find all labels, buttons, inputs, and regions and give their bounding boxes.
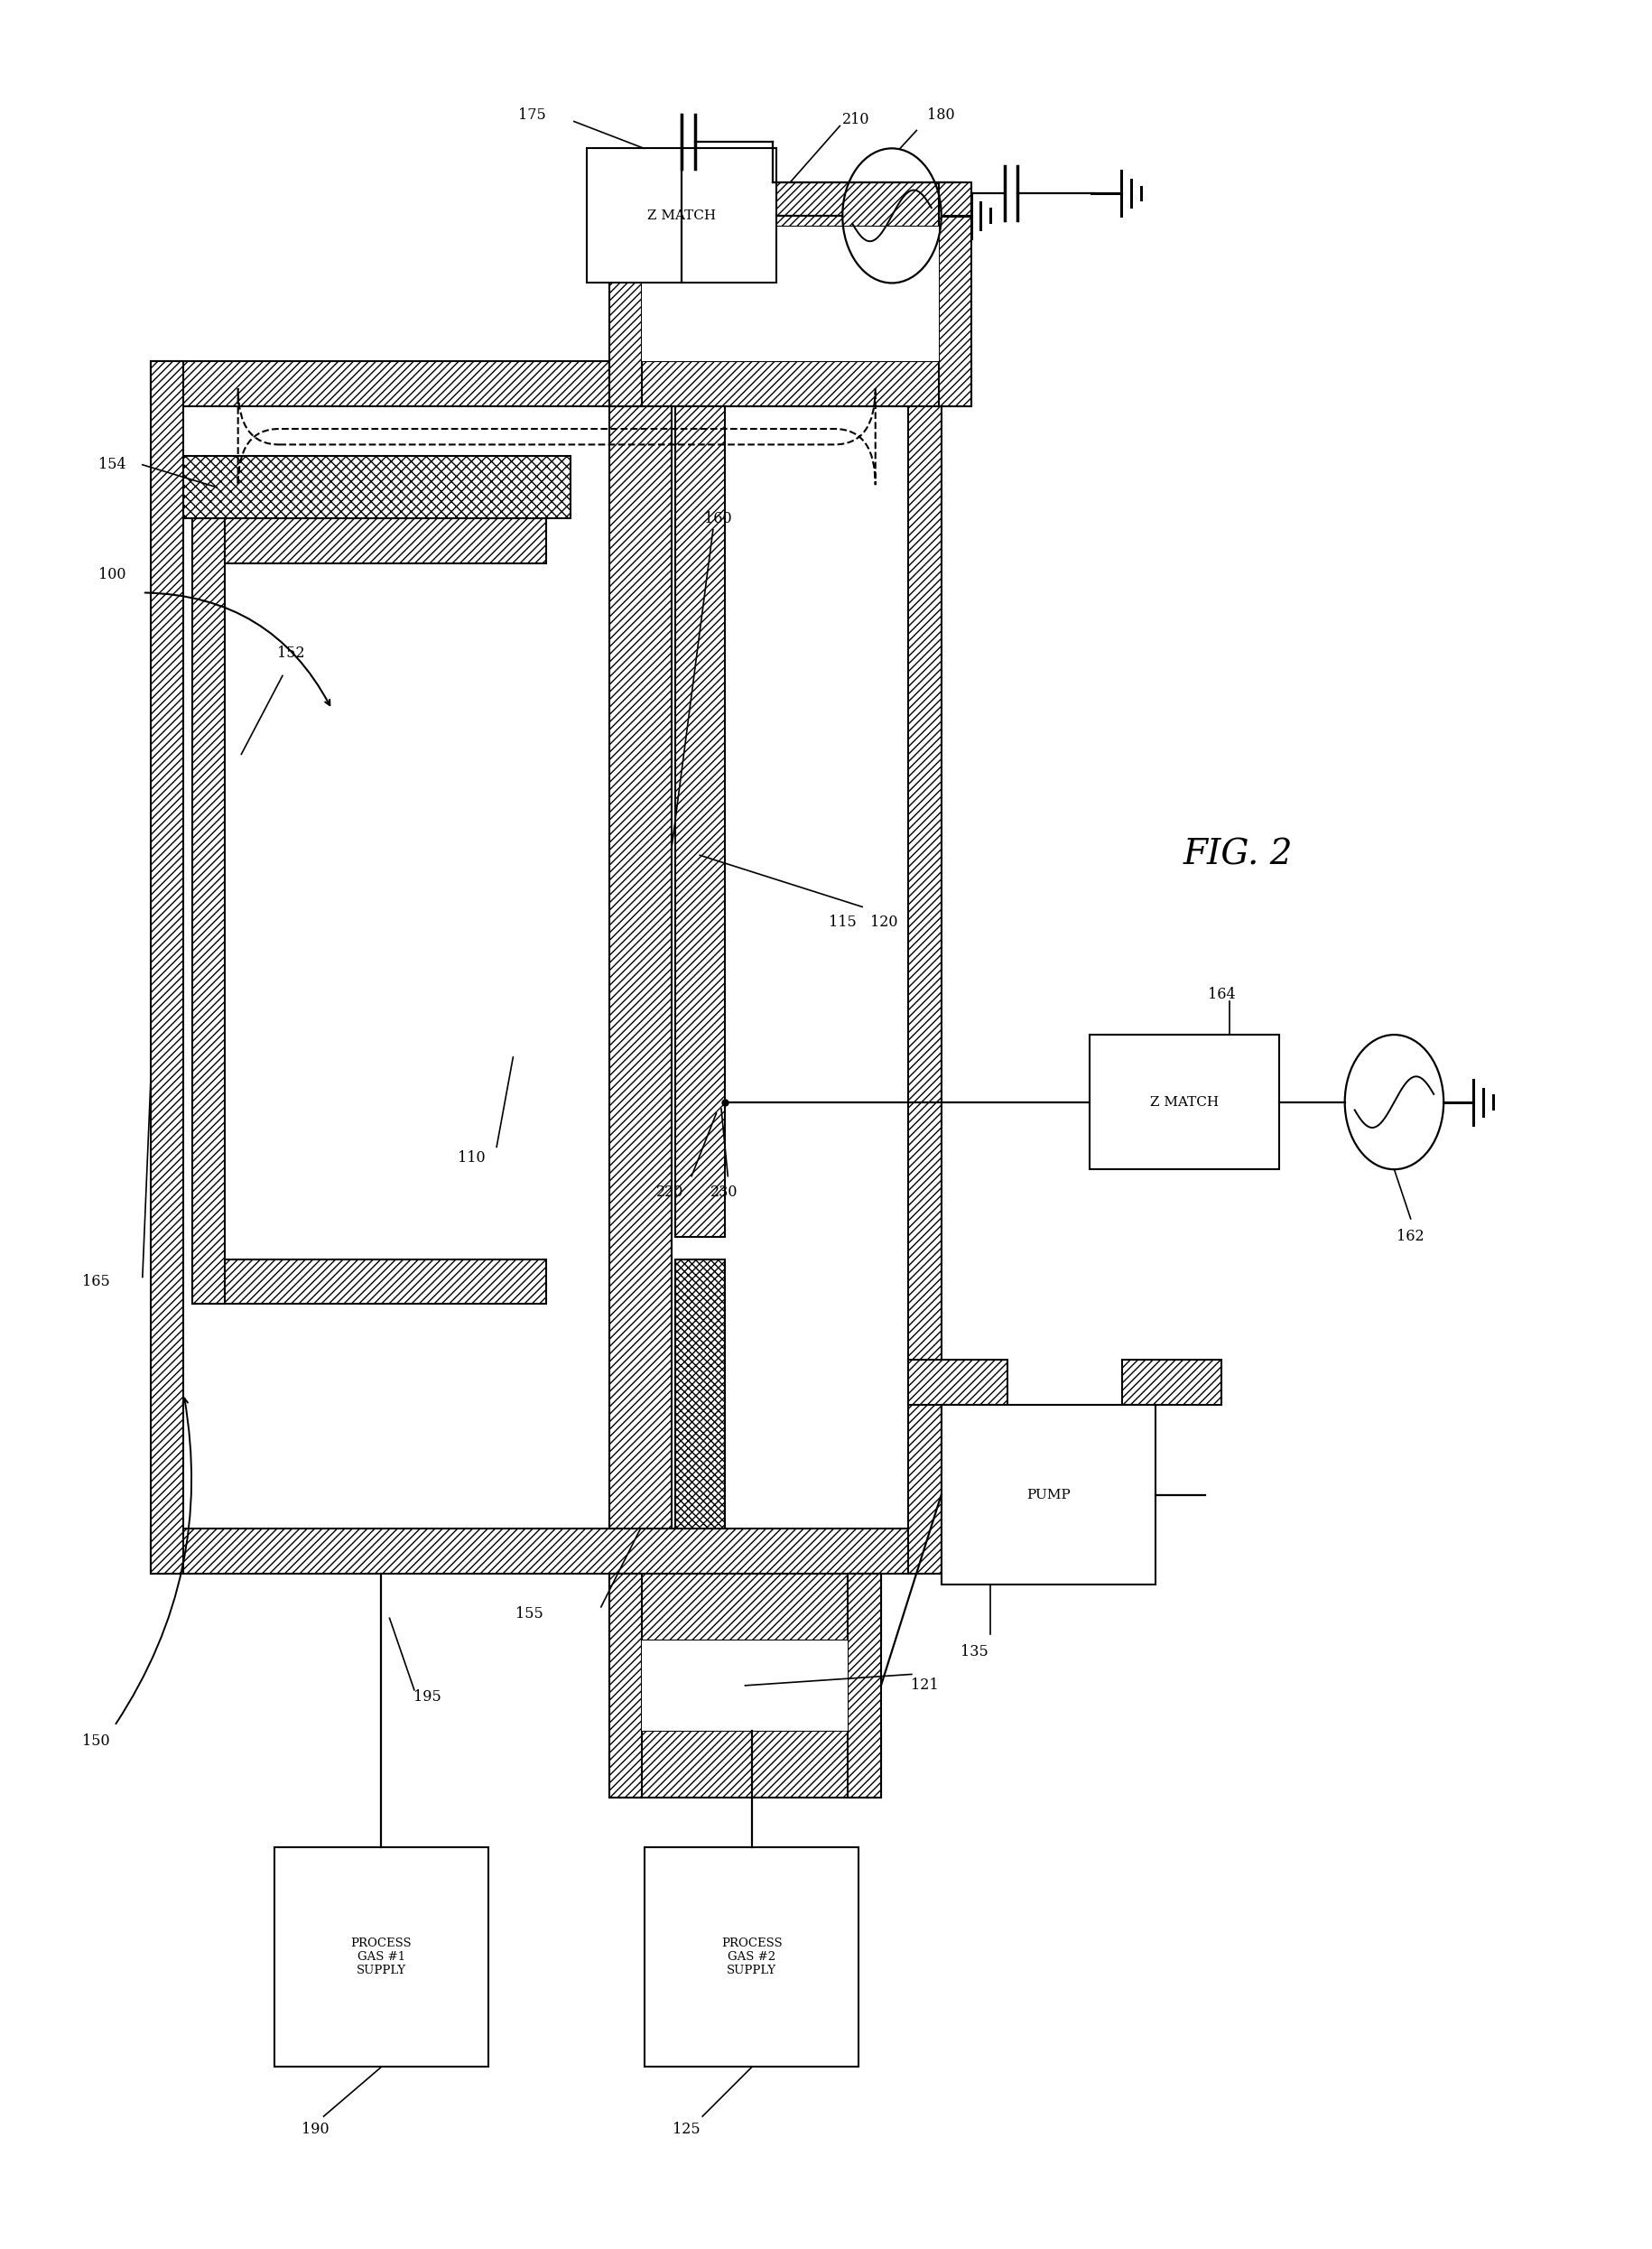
Bar [676,407,725,1237]
Text: 121: 121 [910,1678,938,1693]
Text: 160: 160 [704,511,732,526]
Text: 135: 135 [960,1644,988,1660]
Bar [610,182,643,407]
Bar [909,362,942,1574]
Bar [643,227,938,362]
Text: FIG. 2: FIG. 2 [1183,839,1292,873]
Bar [610,362,672,1529]
Text: 110: 110 [458,1151,486,1165]
Text: 162: 162 [1398,1228,1424,1244]
Bar [586,148,776,283]
Bar [942,1406,1155,1586]
Bar [1090,1035,1279,1169]
Text: 165: 165 [83,1273,109,1289]
Bar [183,457,570,520]
Bar [150,362,183,1574]
Bar [192,1259,547,1304]
Bar [274,1846,489,2067]
Text: PROCESS
GAS #1
SUPPLY: PROCESS GAS #1 SUPPLY [350,1939,411,1977]
Text: 230: 230 [710,1185,738,1199]
Bar [192,520,225,1304]
Text: Z MATCH: Z MATCH [1150,1095,1219,1109]
Bar [610,362,971,407]
Text: 150: 150 [83,1734,109,1750]
Bar [150,1529,942,1574]
Text: 180: 180 [927,108,955,121]
Text: Z MATCH: Z MATCH [648,209,717,223]
Bar [938,182,971,407]
Bar [610,1729,881,1797]
Text: 210: 210 [843,112,871,126]
Text: PROCESS
GAS #2
SUPPLY: PROCESS GAS #2 SUPPLY [722,1939,783,1977]
Text: 120: 120 [871,915,897,931]
Text: 125: 125 [672,2123,700,2137]
Bar [150,362,942,407]
Text: 155: 155 [515,1606,544,1622]
Text: 154: 154 [99,457,126,472]
Bar [1122,1361,1221,1406]
Text: 195: 195 [413,1689,441,1705]
Text: PUMP: PUMP [1026,1489,1070,1500]
Bar [610,182,971,227]
Text: 175: 175 [519,108,547,121]
Text: 190: 190 [302,2123,329,2137]
Bar [909,1361,1008,1406]
Text: 152: 152 [278,645,304,661]
Text: 115: 115 [829,915,856,931]
Bar [610,1574,643,1797]
Bar [643,1640,847,1729]
Text: 100: 100 [99,567,126,582]
Text: 220: 220 [656,1185,684,1199]
Bar [676,1259,725,1529]
Bar [192,520,547,564]
Bar [847,1574,881,1797]
Bar [644,1846,859,2067]
Text: 164: 164 [1208,987,1236,1003]
Bar [610,1574,881,1640]
